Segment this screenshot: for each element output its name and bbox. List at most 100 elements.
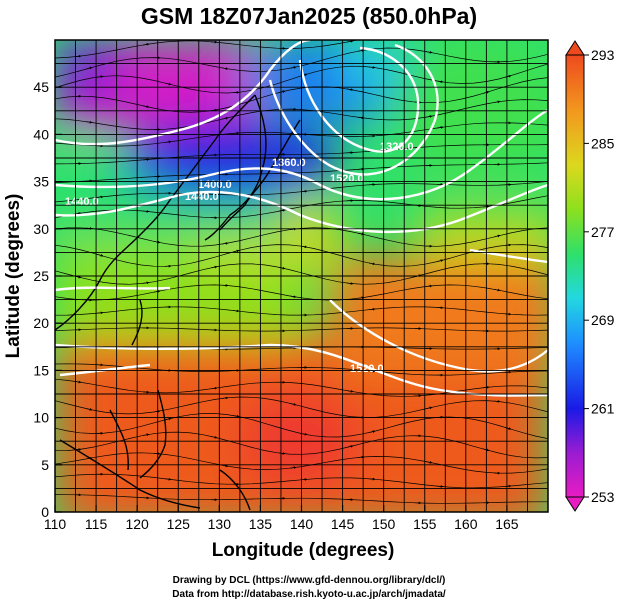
wind-arrow [493,288,501,292]
wind-arrow [425,115,433,118]
y-axis: 0 5 10 15 20 25 30 35 40 45 [33,79,62,520]
y-tick-label: 15 [33,362,49,378]
wind-arrow [232,91,240,94]
x-tick-label: 135 [249,516,273,532]
wind-arrow [278,452,286,455]
wind-arrow [142,43,150,46]
wind-arrow [504,427,512,430]
colorbar-tick-label: 293 [591,47,615,63]
wind-arrow [164,82,172,86]
wind-arrow [221,67,229,70]
wind-arrow [436,259,444,263]
wind-arrow [289,66,297,69]
colorbar-tick-label: 269 [591,312,615,328]
x-tick-label: 165 [495,516,519,532]
wind-arrow [210,386,218,390]
x-tick-label: 120 [125,516,149,532]
wind-arrow [368,430,376,434]
wind-arrow [74,380,82,384]
wind-arrow [142,433,150,437]
wind-arrow [483,36,489,37]
wind-arrow [221,242,229,245]
wind-arrow [346,282,354,285]
y-tick-label: 35 [33,174,49,190]
wind-arrow [232,309,240,313]
y-tick-label: 25 [33,268,49,284]
wind-arrow [221,464,229,468]
colorbar-bottom-arrow [565,496,585,512]
contour-label: 1400.0 [198,179,232,191]
x-axis: 110 115 120 125 130 135 140 145 150 155 160 165 [44,505,519,532]
wind-arrow [74,54,82,58]
chart-title: GSM 18Z07Jan2025 (850.0hPa) [141,3,477,29]
wind-arrow [74,212,82,215]
wind-arrow [368,262,376,266]
wind-arrow [368,307,376,311]
wind-arrow [85,408,93,411]
wind-arrow [368,369,376,373]
map-grid [55,40,548,512]
x-tick-label: 110 [44,516,67,532]
x-tick-label: 115 [85,516,108,532]
wind-arrow [493,399,501,403]
wind-arrow [300,432,308,436]
temperature-field [55,40,548,512]
wind-arrow [142,209,150,213]
wind-arrow [436,80,444,84]
x-tick-label: 145 [331,516,355,532]
wind-arrow [232,414,240,418]
wind-arrow [425,50,433,54]
y-tick-label: 5 [41,457,49,473]
colorbar-tick-label: 285 [591,135,615,151]
x-tick-label: 130 [208,516,232,532]
credit-drawing: Drawing by DCL (https://www.gfd-dennou.o… [173,575,446,586]
wind-arrow [436,485,444,488]
contour-label: 1440.0 [65,196,99,208]
wind-arrow [289,402,297,406]
colorbar-top-arrow [565,40,585,56]
wind-arrow [436,126,444,129]
wind-arrow [300,189,308,193]
y-tick-label: 20 [33,315,49,331]
wind-arrow [210,435,218,439]
x-tick-label: 160 [454,516,478,532]
wind-arrow [96,253,104,257]
wind-arrow [232,249,240,253]
x-tick-label: 125 [167,516,191,532]
wind-arrow [153,240,161,244]
y-tick-label: 10 [33,410,49,426]
x-tick-label: 140 [290,516,314,532]
x-tick-label: 155 [413,516,437,532]
wind-arrow [96,311,104,315]
wind-arrow [504,74,512,78]
wind-arrow [96,75,104,79]
wind-arrow [96,195,104,199]
wind-arrow [425,406,433,410]
contour-label: 1360.0 [272,157,306,169]
x-axis-title: Longitude (degrees) [212,540,395,561]
wind-arrow [346,88,354,91]
wind-arrow [346,40,354,43]
wind-arrow [210,40,218,44]
wind-arrow [85,120,93,124]
y-axis-title: Latitude (degrees) [3,194,24,359]
wind-arrow [142,281,150,285]
wind-arrow [278,266,286,270]
wind-arrow [153,452,161,455]
wind-arrow [493,100,501,104]
contour-label: 1440.0 [185,191,219,203]
wind-arrow [221,396,229,400]
wind-arrow [346,389,354,393]
wind-arrow [210,265,218,269]
colorbar-tick-label: 277 [591,224,615,240]
wind-arrow [278,90,286,94]
x-tick-label: 150 [372,516,396,532]
wind-arrow [221,116,229,120]
wind-arrow [368,65,376,69]
wind-arrow [153,409,161,413]
contour-label: 1520.0 [330,173,364,185]
y-tick-label: 40 [33,126,49,142]
wind-arrow [300,245,308,249]
y-tick-label: 0 [41,504,49,520]
colorbar: 293 285 277 269 261 253 [565,40,615,512]
